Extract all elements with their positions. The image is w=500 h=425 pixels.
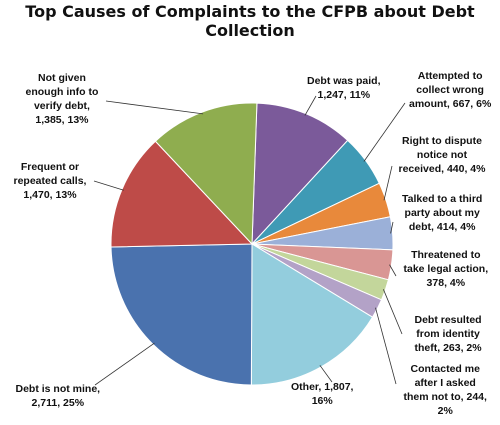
slice-label-7: Contacted me after I asked them not to, 24… xyxy=(404,362,487,418)
slice-label-line: Not given xyxy=(38,72,86,84)
leader-line-4 xyxy=(390,221,394,234)
slice-label-5: Threatened to take legal action, 378, 4% xyxy=(404,248,489,290)
leader-line-10 xyxy=(93,180,124,191)
slice-label-8: Other, 1,807, 16% xyxy=(291,380,353,408)
pie-slice-9 xyxy=(110,243,253,386)
slice-label-4: Talked to a third party about my debt, 414… xyxy=(402,192,482,234)
slice-label-line: Attempted to xyxy=(417,70,483,82)
slice-label-line: Debt is not mine, xyxy=(15,383,101,395)
pie-slice-11 xyxy=(154,102,258,246)
slice-label-line: Other, 1,807, xyxy=(291,381,354,393)
slice-label-3: Right to dispute notice not received, 440,… xyxy=(399,134,486,176)
slice-label-line: verify debt, xyxy=(33,100,90,112)
slice-label-line: after I asked xyxy=(414,377,476,389)
slice-label-11: Not given enough info to verify debt, 1,385… xyxy=(26,71,99,127)
slice-label-line: received, 440, 4% xyxy=(398,163,486,175)
slice-label-line: 16% xyxy=(311,395,333,407)
slice-label-line: 1,247, 11% xyxy=(317,89,371,101)
slice-label-line: 2% xyxy=(437,405,453,417)
slice-label-line: Debt was paid, xyxy=(307,75,381,87)
slice-label-line: theft, 263, 2% xyxy=(414,342,482,354)
slice-label-line: repeated calls, xyxy=(13,175,87,187)
slice-label-10: Frequent or repeated calls, 1,470, 13% xyxy=(14,160,87,202)
slice-label-line: Frequent or xyxy=(20,161,80,173)
leader-line-1 xyxy=(304,95,317,116)
slice-label-line: 378, 4% xyxy=(426,277,466,289)
slice-label-line: 2,711, 25% xyxy=(31,397,85,409)
slice-label-line: collect wrong xyxy=(416,84,484,96)
slice-label-1: Debt was paid, 1,247, 11% xyxy=(307,74,381,102)
slice-label-line: Contacted me xyxy=(410,363,480,375)
chart-title: Top Causes of Complaints to the CFPB abo… xyxy=(25,2,475,40)
slice-label-line: take legal action, xyxy=(403,263,489,275)
slice-label-line: debt, 414, 4% xyxy=(408,221,476,233)
slice-label-line: party about my xyxy=(404,207,480,219)
leader-line-9 xyxy=(94,342,155,386)
slice-label-line: enough info to xyxy=(25,86,99,98)
slice-label-6: Debt resulted from identity theft, 263, 2% xyxy=(415,313,482,355)
slice-label-line: notice not xyxy=(416,149,468,161)
leader-line-8 xyxy=(319,365,333,383)
slice-label-line: Talked to a third xyxy=(402,193,483,205)
slice-label-line: 1,385, 13% xyxy=(35,114,89,126)
slice-label-line: from identity xyxy=(416,328,480,340)
leader-line-11 xyxy=(105,100,204,115)
slice-label-line: 1,470, 13% xyxy=(23,189,77,201)
slice-label-line: Right to dispute xyxy=(402,135,482,147)
leader-line-7 xyxy=(375,307,397,385)
slice-label-line: Debt resulted xyxy=(414,314,482,326)
slice-label-2: Attempted to collect wrong amount, 667, 6% xyxy=(409,69,491,111)
leader-line-5 xyxy=(389,264,397,277)
slice-label-line: Threatened to xyxy=(411,249,481,261)
leader-line-2 xyxy=(363,102,406,162)
slice-label-9: Debt is not mine, 2,711, 25% xyxy=(16,382,101,410)
leader-line-6 xyxy=(383,289,403,335)
slice-label-line: them not to, 244, xyxy=(403,391,487,403)
slice-label-line: amount, 667, 6% xyxy=(409,98,492,110)
leader-line-3 xyxy=(383,165,393,201)
